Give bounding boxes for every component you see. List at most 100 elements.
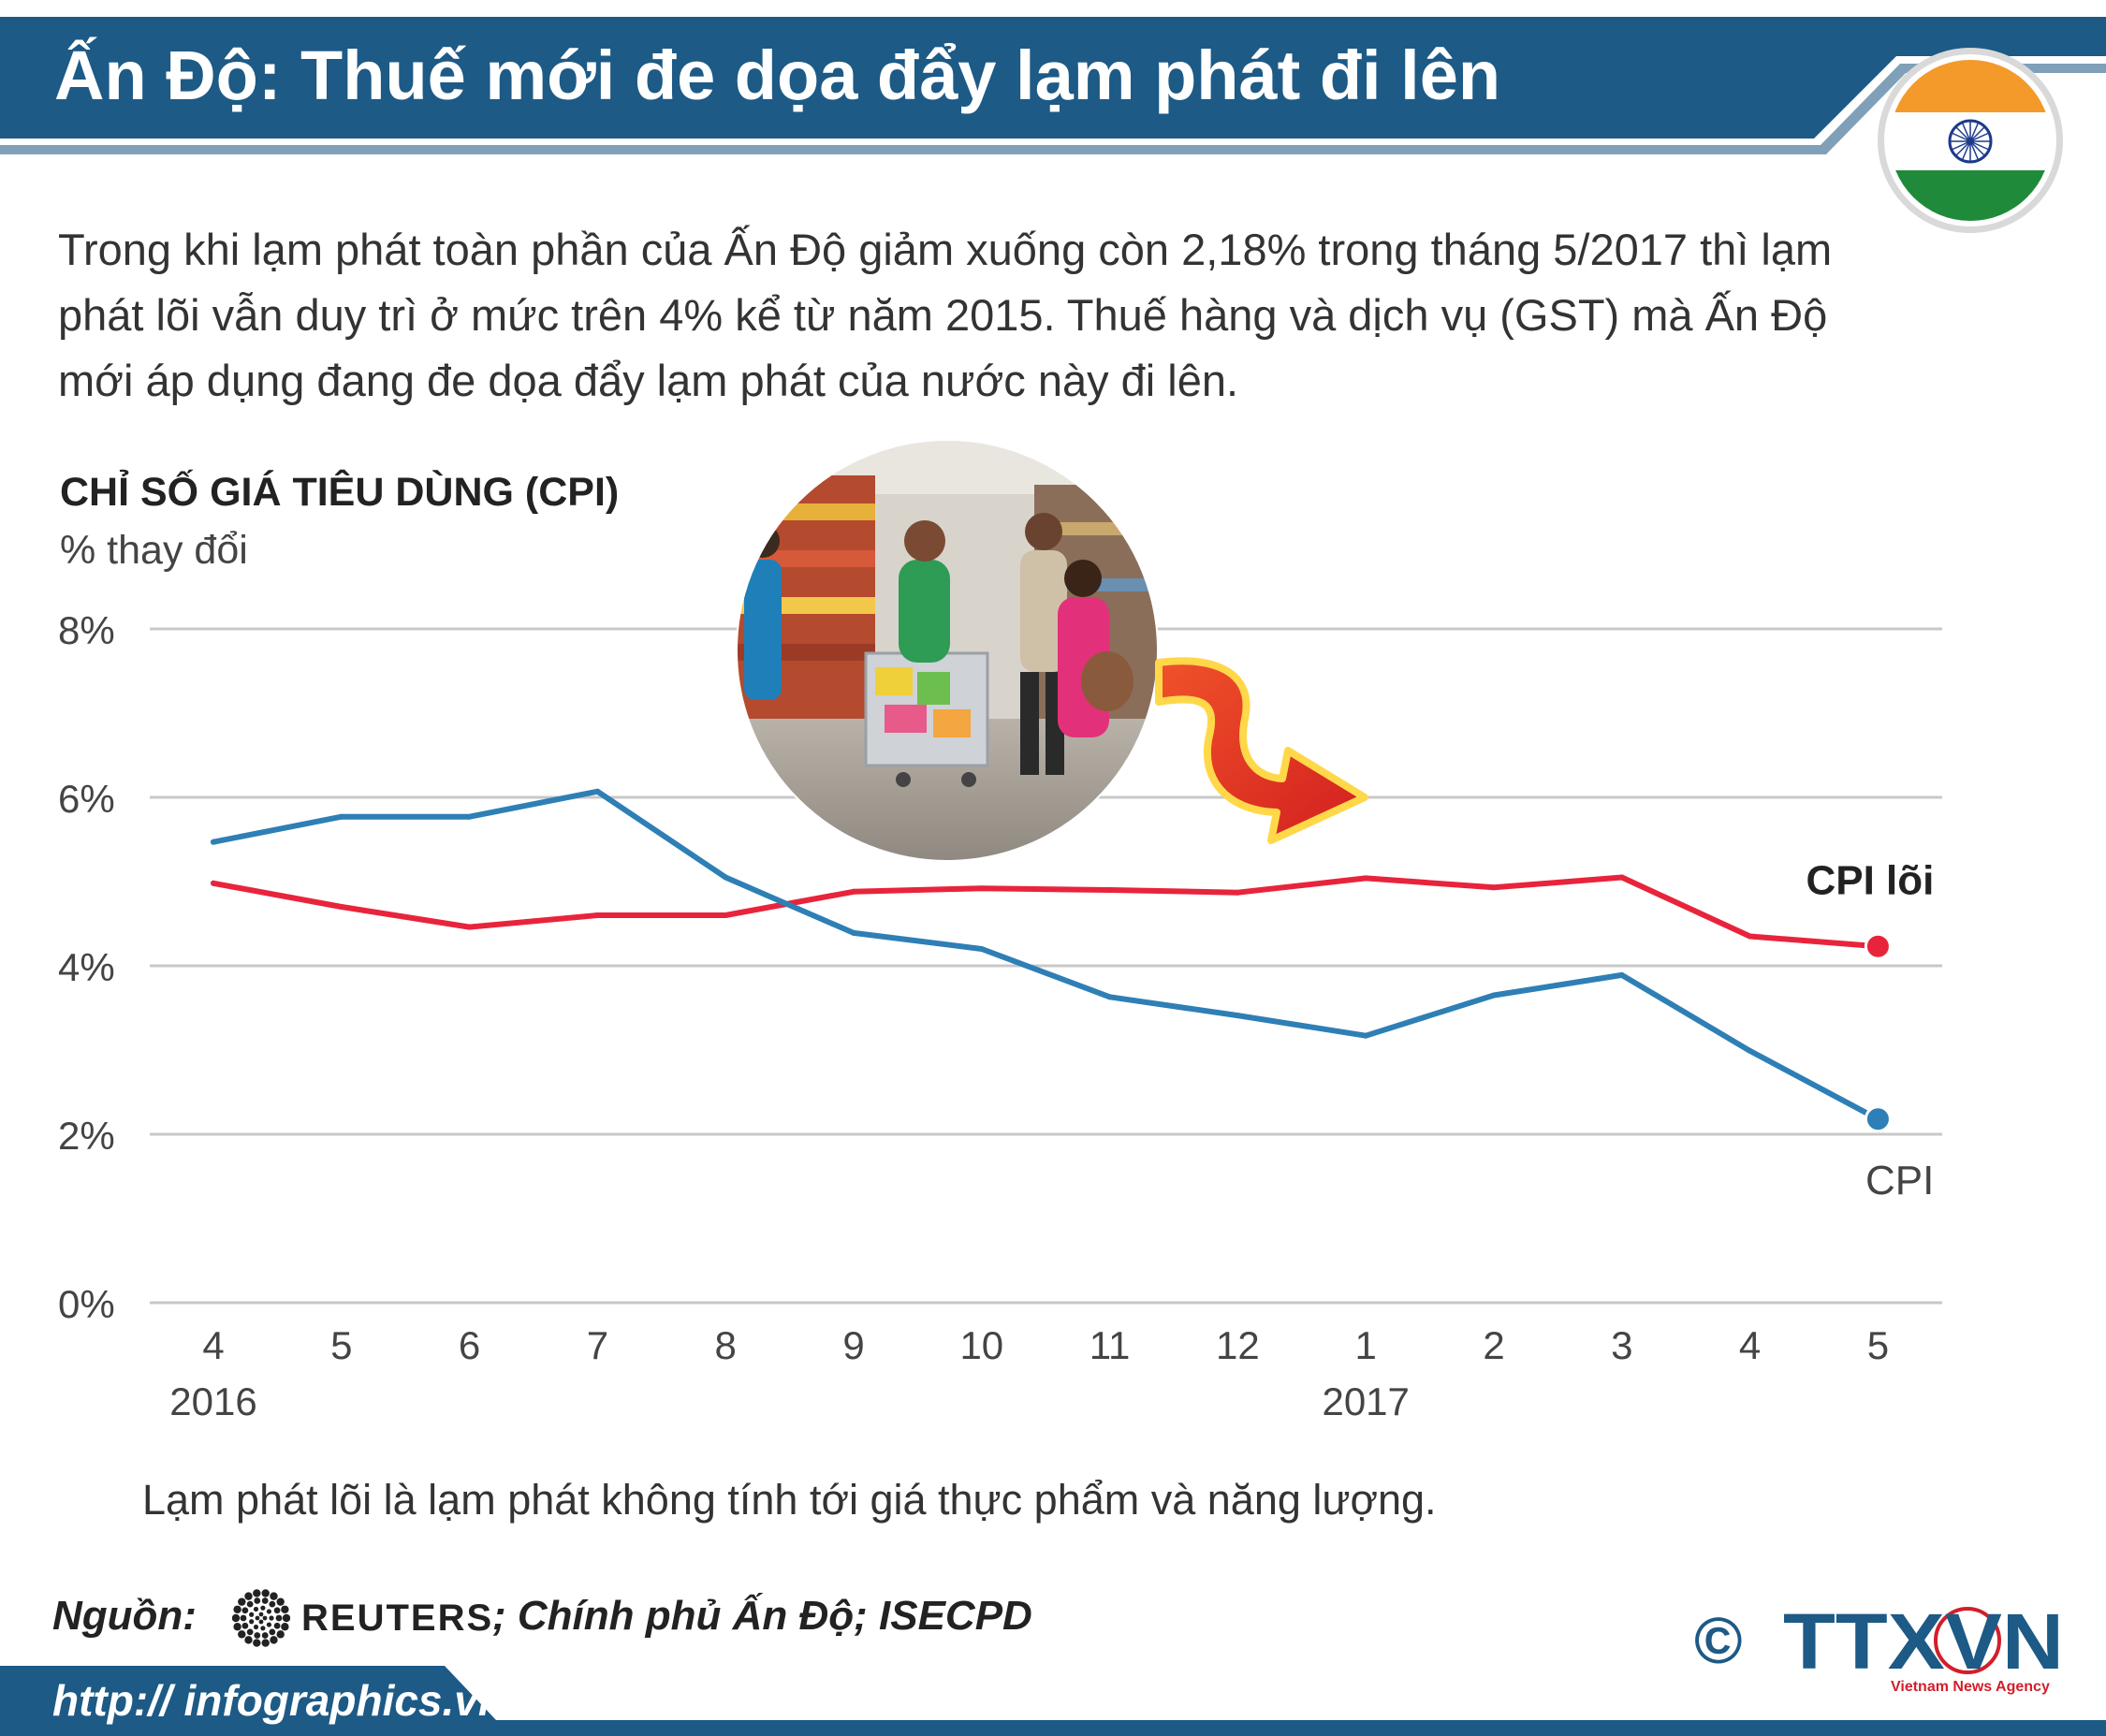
chart-y-unit: % thay đổi <box>60 528 248 573</box>
reuters-dot <box>246 1600 254 1608</box>
page-title: Ấn Độ: Thuế mới đe dọa đẩy lạm phát đi l… <box>54 36 1501 114</box>
logo-tagline: Vietnam News Agency <box>1891 1679 2050 1695</box>
reuters-dot <box>281 1623 289 1631</box>
x-tick-label: 6 <box>459 1323 480 1367</box>
x-tick-label: 5 <box>330 1323 352 1367</box>
x-tick-label: 9 <box>842 1323 864 1367</box>
reuters-dot <box>261 1639 270 1647</box>
cpi-point <box>723 874 729 881</box>
reuters-dot <box>241 1622 249 1629</box>
cpi-point <box>594 788 601 795</box>
title-bar <box>0 17 2106 154</box>
reuters-dot <box>244 1592 253 1600</box>
ttxvn-logo: © TTXVN Vietnam News Agency <box>1694 1597 2064 1695</box>
y-tick-label: 6% <box>58 777 115 821</box>
cpi-point <box>211 839 216 845</box>
x-tick-label: 4 <box>202 1323 224 1367</box>
x-tick-label: 5 <box>1867 1323 1889 1367</box>
reuters-dot <box>261 1632 269 1639</box>
cpi-point <box>1363 1032 1369 1039</box>
cpi-point <box>1747 1047 1753 1054</box>
core-cpi-series-label: CPI lõi <box>1806 857 1934 903</box>
reuters-dot <box>254 1597 261 1604</box>
reuters-dot <box>254 1632 261 1639</box>
chart-title: CHỈ SỐ GIÁ TIÊU DÙNG (CPI) <box>60 470 620 515</box>
reuters-text: REUTERS <box>301 1597 494 1639</box>
reuters-dot <box>273 1607 281 1614</box>
copyright-symbol: © <box>1694 1604 1743 1677</box>
reuters-dot <box>233 1623 241 1631</box>
reuters-dot <box>232 1613 241 1623</box>
core-cpi-point <box>1864 932 1892 960</box>
year-label: 2016 <box>169 1379 256 1423</box>
core-cpi-point <box>1363 875 1369 882</box>
x-tick-label: 10 <box>959 1323 1003 1367</box>
cpi-point <box>1235 1013 1241 1019</box>
india-flag-icon <box>1878 48 2063 233</box>
x-tick-label: 3 <box>1611 1323 1632 1367</box>
reuters-dot <box>276 1597 285 1606</box>
core-cpi-point <box>466 924 473 930</box>
x-tick-label: 2 <box>1483 1323 1504 1367</box>
cpi-point <box>1864 1105 1892 1133</box>
reuters-dot <box>270 1592 278 1600</box>
reuters-dots-icon <box>232 1589 290 1647</box>
core-cpi-point <box>723 912 729 918</box>
core-cpi-point <box>1747 933 1753 940</box>
cpi-series-label: CPI <box>1865 1158 1934 1204</box>
footer-url: http:// infographics.vn <box>52 1676 505 1725</box>
downward-arrow-icon <box>1155 657 1368 844</box>
x-tick-label: 8 <box>715 1323 737 1367</box>
y-tick-label: 2% <box>58 1114 115 1158</box>
reuters-dot <box>241 1607 249 1614</box>
year-label: 2017 <box>1322 1379 1409 1423</box>
source-label: Nguồn: <box>52 1593 197 1639</box>
core-cpi-point <box>978 885 985 892</box>
y-tick-label: 4% <box>58 945 115 989</box>
reuters-dot <box>249 1619 255 1625</box>
reuters-dot <box>240 1614 247 1622</box>
cpi-point <box>1618 971 1625 978</box>
globe-icon <box>1934 1607 2001 1674</box>
cpi-line <box>211 788 1881 1122</box>
core-cpi-point <box>1235 889 1241 896</box>
reuters-dot <box>273 1622 281 1629</box>
y-tick-label: 8% <box>58 608 115 652</box>
x-tick-label: 7 <box>587 1323 608 1367</box>
x-tick-label: 4 <box>1739 1323 1761 1367</box>
core-cpi-point <box>594 912 601 918</box>
reuters-dot <box>233 1605 241 1613</box>
footer-bar <box>0 1666 2106 1736</box>
source-list: ; Chính phủ Ấn Độ; ISECPD <box>492 1593 1032 1639</box>
reuters-dot <box>269 1628 276 1636</box>
core-cpi-point <box>211 880 216 886</box>
reuters-dot <box>281 1605 289 1613</box>
reuters-dot <box>266 1622 272 1627</box>
y-tick-label: 0% <box>58 1282 115 1326</box>
reuters-dot <box>266 1609 272 1614</box>
reuters-dot <box>253 1624 259 1630</box>
x-tick-label: 11 <box>1090 1323 1131 1367</box>
reuters-dot <box>270 1636 278 1644</box>
cpi-point <box>1106 994 1113 1000</box>
reuters-dot <box>244 1636 253 1644</box>
reuters-logo: REUTERS <box>232 1589 493 1647</box>
reuters-dot <box>249 1612 255 1617</box>
supermarket-photo <box>736 439 1159 862</box>
reuters-dot <box>260 1626 266 1631</box>
reuters-dot <box>238 1630 246 1639</box>
reuters-dot <box>253 1639 261 1647</box>
cpi-point <box>1491 992 1497 999</box>
reuters-dot <box>246 1628 254 1636</box>
reuters-dot <box>269 1615 274 1621</box>
reuters-dot <box>258 1619 264 1625</box>
cpi-point <box>851 929 856 936</box>
reuters-dot <box>261 1597 269 1604</box>
reuters-dot <box>269 1600 276 1608</box>
reuters-dot <box>282 1613 290 1623</box>
core-cpi-point <box>1618 874 1625 881</box>
core-cpi-point <box>1491 884 1497 891</box>
reuters-dot <box>262 1615 268 1621</box>
reuters-dot <box>261 1589 270 1597</box>
x-tick-label: 1 <box>1355 1323 1377 1367</box>
